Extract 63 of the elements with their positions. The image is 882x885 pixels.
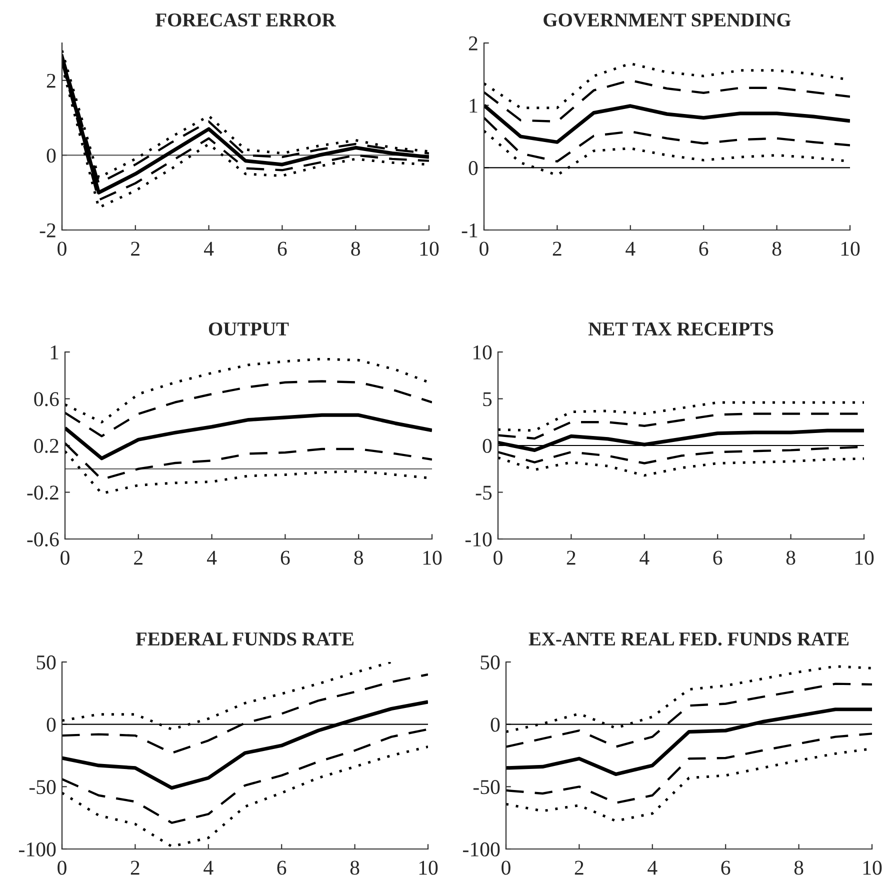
y-tick-label: 50 xyxy=(480,655,500,670)
chart-title: EX-ANTE REAL FED. FUNDS RATE xyxy=(528,632,849,646)
y-tick-label: 0 xyxy=(46,718,56,732)
x-tick-label: 4 xyxy=(640,550,650,565)
y-tick-label: -10 xyxy=(465,532,492,546)
x-tick-label: 2 xyxy=(552,242,562,256)
y-tick-label: 50 xyxy=(36,655,56,670)
y-tick-label: -0.2 xyxy=(27,486,58,500)
y-tick-label: -50 xyxy=(29,780,56,794)
x-tick-label: 4 xyxy=(207,550,217,565)
y-tick-label: 2 xyxy=(468,36,478,50)
x-tick-label: 6 xyxy=(721,860,730,875)
x-tick-label: 8 xyxy=(786,550,796,565)
y-tick-label: 1 xyxy=(470,98,478,113)
x-tick-label: 10 xyxy=(841,242,860,256)
x-tick-label: 6 xyxy=(277,860,286,875)
x-tick-label: 6 xyxy=(713,550,722,565)
x-tick-label: 2 xyxy=(566,550,576,565)
y-tick-label: 0 xyxy=(482,438,492,453)
y-tick-label: -1 xyxy=(462,223,478,238)
x-tick-label: 2 xyxy=(574,860,584,875)
x-tick-label: 2 xyxy=(131,242,140,256)
y-tick-label: -0.6 xyxy=(27,532,59,547)
y-tick-label: 0.2 xyxy=(34,438,58,454)
x-tick-label: 8 xyxy=(351,242,360,256)
x-tick-label: 2 xyxy=(130,860,140,875)
y-tick-label: -100 xyxy=(19,842,56,856)
y-tick-label: 0.6 xyxy=(34,392,59,406)
y-tick-label: 2 xyxy=(46,74,56,88)
x-tick-label: 0 xyxy=(502,860,510,875)
x-tick-label: 8 xyxy=(354,550,364,565)
chart-title: NET TAX RECEIPTS xyxy=(588,322,774,336)
x-tick-label: 10 xyxy=(423,550,442,565)
x-tick-label: 8 xyxy=(772,242,782,256)
x-tick-label: 6 xyxy=(278,242,287,256)
x-tick-label: 10 xyxy=(419,860,438,875)
x-tick-label: 8 xyxy=(350,860,360,875)
chart-title: OUTPUT xyxy=(208,322,289,336)
y-tick-label: 0 xyxy=(46,148,56,163)
x-tick-label: 4 xyxy=(204,242,214,256)
y-tick-label: -2 xyxy=(40,223,56,238)
chart-title: GOVERNMENT SPENDING xyxy=(544,13,791,27)
x-tick-label: 0 xyxy=(60,550,70,565)
x-tick-label: 4 xyxy=(648,860,658,875)
y-tick-label: 5 xyxy=(483,392,492,406)
x-tick-label: 8 xyxy=(794,860,804,875)
chart-title: FORECAST ERROR xyxy=(156,13,336,27)
x-tick-label: 6 xyxy=(280,550,290,565)
x-tick-label: 10 xyxy=(855,550,874,565)
x-tick-label: 10 xyxy=(863,860,882,875)
y-tick-label: 10 xyxy=(473,345,492,360)
x-tick-label: 4 xyxy=(204,860,214,875)
y-tick-label: 1 xyxy=(50,345,58,360)
chart-title: FEDERAL FUNDS RATE xyxy=(136,632,354,646)
x-tick-label: 4 xyxy=(626,242,636,256)
y-tick-label: 0 xyxy=(490,718,500,732)
x-tick-label: 6 xyxy=(699,242,708,256)
y-tick-label: -5 xyxy=(476,486,492,500)
y-tick-label: 0 xyxy=(468,161,478,176)
x-tick-label: 10 xyxy=(420,242,439,256)
x-tick-label: 2 xyxy=(134,550,142,565)
y-tick-label: -100 xyxy=(463,842,500,856)
y-tick-label: -50 xyxy=(473,780,500,794)
